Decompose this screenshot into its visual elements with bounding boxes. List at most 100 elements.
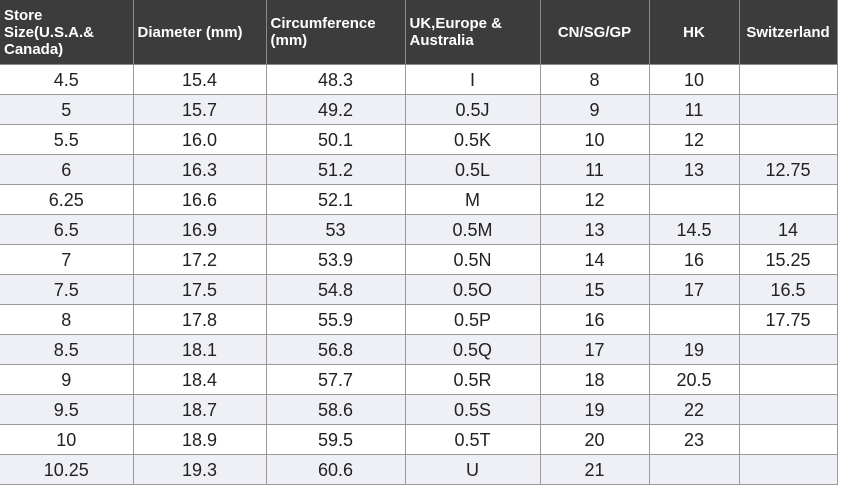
cell-store-size: 10.25 [0, 454, 134, 485]
cell-diameter: 15.4 [132, 64, 267, 95]
cell-uk-europe-australia: 0.5K [404, 124, 541, 155]
header-diameter: Diameter (mm) [133, 0, 267, 65]
cell-uk-europe-australia: 0.5N [404, 244, 541, 275]
cell-store-size: 7 [0, 244, 134, 275]
cell-cn-sg-gp: 17 [539, 334, 650, 365]
cell-diameter: 18.1 [132, 334, 267, 365]
cell-circumference: 48.3 [265, 64, 406, 95]
header-row: Store Size(U.S.A.& Canada) Diameter (mm)… [0, 0, 838, 65]
cell-diameter: 16.3 [132, 154, 267, 185]
cell-switzerland [738, 334, 838, 365]
table-row: 9 18.4 57.7 0.5R 18 20.5 [0, 364, 838, 395]
cell-cn-sg-gp: 11 [539, 154, 650, 185]
cell-cn-sg-gp: 12 [539, 184, 650, 215]
cell-diameter: 18.4 [132, 364, 267, 395]
cell-cn-sg-gp: 9 [539, 94, 650, 125]
header-store-size: Store Size(U.S.A.& Canada) [0, 0, 134, 65]
table-row: 8.5 18.1 56.8 0.5Q 17 19 [0, 334, 838, 365]
cell-circumference: 50.1 [265, 124, 406, 155]
cell-switzerland: 17.75 [738, 304, 838, 335]
cell-uk-europe-australia: 0.5R [404, 364, 541, 395]
cell-circumference: 56.8 [265, 334, 406, 365]
cell-switzerland [738, 184, 838, 215]
cell-uk-europe-australia: 0.5J [404, 94, 541, 125]
cell-uk-europe-australia: 0.5O [404, 274, 541, 305]
cell-uk-europe-australia: 0.5P [404, 304, 541, 335]
table-row: 5 15.7 49.2 0.5J 9 11 [0, 94, 838, 125]
cell-hk: 23 [648, 424, 740, 455]
table-row: 6.5 16.9 53 0.5M 13 14.5 14 [0, 214, 838, 245]
cell-diameter: 18.7 [132, 394, 267, 425]
cell-hk: 12 [648, 124, 740, 155]
cell-uk-europe-australia: 0.5M [404, 214, 541, 245]
cell-hk [648, 184, 740, 215]
cell-hk: 20.5 [648, 364, 740, 395]
cell-cn-sg-gp: 13 [539, 214, 650, 245]
table-row: 7 17.2 53.9 0.5N 14 16 15.25 [0, 244, 838, 275]
table-row: 4.5 15.4 48.3 I 8 10 [0, 64, 838, 95]
cell-cn-sg-gp: 20 [539, 424, 650, 455]
cell-hk [648, 304, 740, 335]
cell-diameter: 19.3 [132, 454, 267, 485]
cell-diameter: 15.7 [132, 94, 267, 125]
cell-store-size: 8.5 [0, 334, 134, 365]
cell-hk: 17 [648, 274, 740, 305]
cell-hk: 19 [648, 334, 740, 365]
cell-hk: 13 [648, 154, 740, 185]
table-row: 9.5 18.7 58.6 0.5S 19 22 [0, 394, 838, 425]
header-cn-sg-gp: CN/SG/GP [540, 0, 650, 65]
cell-uk-europe-australia: 0.5Q [404, 334, 541, 365]
cell-diameter: 17.5 [132, 274, 267, 305]
cell-store-size: 5 [0, 94, 134, 125]
cell-switzerland: 14 [738, 214, 838, 245]
cell-store-size: 6.5 [0, 214, 134, 245]
cell-hk: 11 [648, 94, 740, 125]
cell-circumference: 52.1 [265, 184, 406, 215]
cell-circumference: 60.6 [265, 454, 406, 485]
cell-cn-sg-gp: 18 [539, 364, 650, 395]
cell-cn-sg-gp: 21 [539, 454, 650, 485]
cell-switzerland: 15.25 [738, 244, 838, 275]
cell-switzerland: 12.75 [738, 154, 838, 185]
cell-diameter: 17.2 [132, 244, 267, 275]
cell-circumference: 57.7 [265, 364, 406, 395]
cell-hk: 16 [648, 244, 740, 275]
cell-store-size: 9.5 [0, 394, 134, 425]
cell-switzerland [738, 454, 838, 485]
cell-diameter: 16.6 [132, 184, 267, 215]
cell-store-size: 6.25 [0, 184, 134, 215]
cell-hk: 22 [648, 394, 740, 425]
cell-diameter: 16.9 [132, 214, 267, 245]
cell-store-size: 6 [0, 154, 134, 185]
cell-circumference: 53.9 [265, 244, 406, 275]
cell-uk-europe-australia: U [404, 454, 541, 485]
header-hk: HK [649, 0, 740, 65]
table-row: 6 16.3 51.2 0.5L 11 13 12.75 [0, 154, 838, 185]
cell-circumference: 59.5 [265, 424, 406, 455]
cell-switzerland [738, 364, 838, 395]
cell-uk-europe-australia: 0.5L [404, 154, 541, 185]
cell-store-size: 7.5 [0, 274, 134, 305]
cell-circumference: 51.2 [265, 154, 406, 185]
cell-circumference: 53 [265, 214, 406, 245]
cell-hk: 14.5 [648, 214, 740, 245]
cell-store-size: 8 [0, 304, 134, 335]
cell-circumference: 49.2 [265, 94, 406, 125]
cell-circumference: 58.6 [265, 394, 406, 425]
header-circumference: Circumference (mm) [266, 0, 406, 65]
cell-switzerland [738, 94, 838, 125]
cell-store-size: 9 [0, 364, 134, 395]
table-row: 7.5 17.5 54.8 0.5O 15 17 16.5 [0, 274, 838, 305]
cell-uk-europe-australia: M [404, 184, 541, 215]
cell-cn-sg-gp: 8 [539, 64, 650, 95]
table-body: 4.5 15.4 48.3 I 8 10 5 15.7 49.2 0.5J 9 11 5.5 16.0 50… [0, 64, 838, 485]
cell-switzerland [738, 64, 838, 95]
cell-circumference: 55.9 [265, 304, 406, 335]
cell-hk [648, 454, 740, 485]
cell-cn-sg-gp: 14 [539, 244, 650, 275]
header-switzerland: Switzerland [739, 0, 838, 65]
cell-uk-europe-australia: I [404, 64, 541, 95]
cell-diameter: 17.8 [132, 304, 267, 335]
cell-circumference: 54.8 [265, 274, 406, 305]
